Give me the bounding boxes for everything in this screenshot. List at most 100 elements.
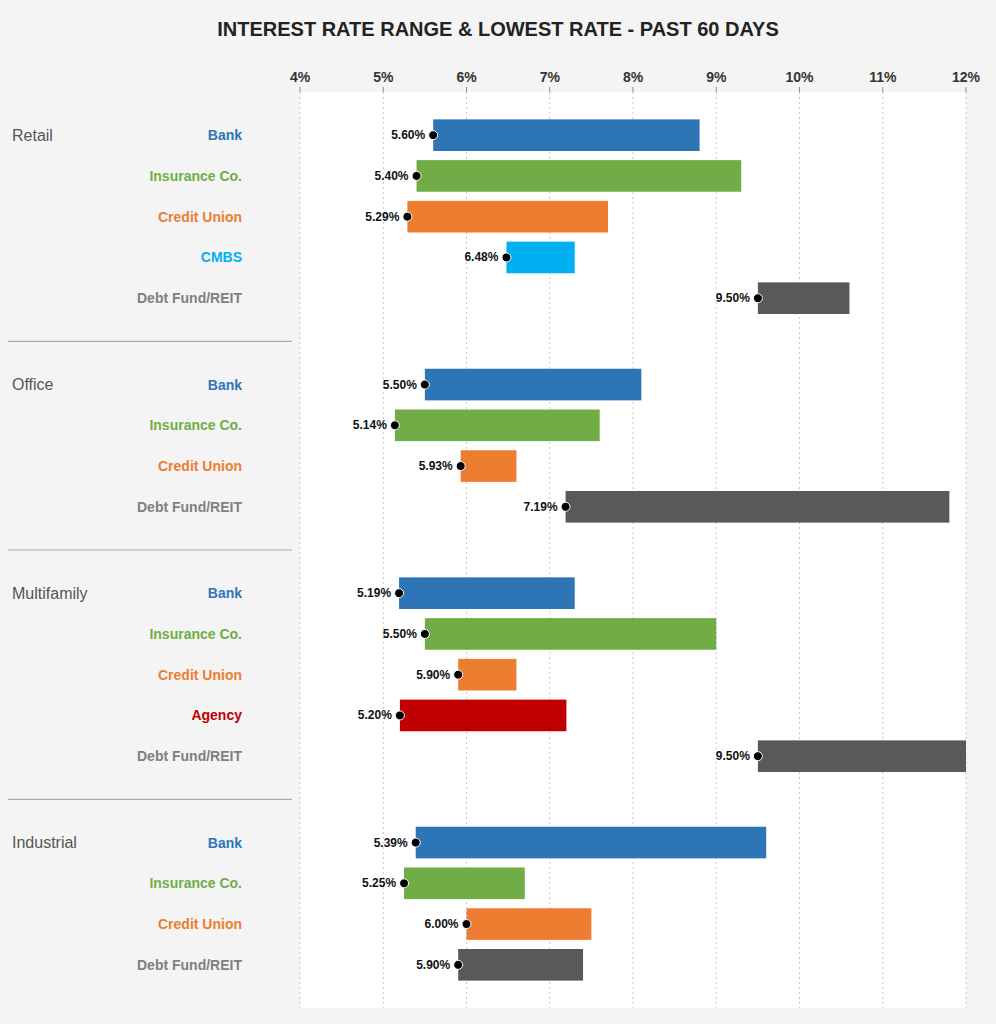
- grid-line: [300, 92, 301, 1008]
- grid-line: [383, 92, 384, 1008]
- category-label: Debt Fund/REIT: [137, 290, 242, 306]
- range-bar: [758, 282, 850, 314]
- lowest-dot: [456, 462, 465, 471]
- category-label: Bank: [208, 127, 242, 143]
- data-label: 5.20%: [358, 708, 392, 722]
- data-label: 5.40%: [375, 169, 409, 183]
- tick-label: 12%: [952, 69, 981, 85]
- range-bar: [461, 450, 517, 482]
- lowest-dot: [502, 253, 511, 262]
- lowest-dot: [420, 380, 429, 389]
- data-label: 5.50%: [383, 627, 417, 641]
- background: [0, 0, 996, 1024]
- data-label: 5.90%: [416, 668, 450, 682]
- category-label: CMBS: [201, 249, 242, 265]
- tick-label: 10%: [785, 69, 814, 85]
- lowest-dot: [429, 131, 438, 140]
- range-bar: [506, 242, 574, 274]
- range-bar: [566, 491, 950, 523]
- data-label: 5.25%: [362, 876, 396, 890]
- data-label: 9.50%: [716, 291, 750, 305]
- data-label: 5.90%: [416, 958, 450, 972]
- lowest-dot: [753, 294, 762, 303]
- data-label: 5.39%: [374, 836, 408, 850]
- tick-mark: [633, 87, 634, 92]
- tick-mark: [466, 87, 467, 92]
- tick-label: 4%: [290, 69, 311, 85]
- x-axis: 4%5%6%7%8%9%10%11%12%: [290, 69, 981, 92]
- grid-line: [716, 92, 717, 1008]
- category-label: Insurance Co.: [149, 168, 242, 184]
- category-label: Bank: [208, 585, 242, 601]
- category-label: Debt Fund/REIT: [137, 957, 242, 973]
- lowest-dot: [411, 838, 420, 847]
- grid: [300, 92, 966, 1008]
- lowest-dot: [403, 212, 412, 221]
- data-label: 5.93%: [419, 459, 453, 473]
- data-label: 6.00%: [424, 917, 458, 931]
- range-bar: [395, 409, 600, 441]
- lowest-dot: [395, 589, 404, 598]
- group-label: Office: [12, 376, 54, 393]
- tick-mark: [383, 87, 384, 92]
- category-label: Agency: [191, 707, 242, 723]
- data-label: 6.48%: [464, 250, 498, 264]
- tick-mark: [716, 87, 717, 92]
- range-bar: [399, 577, 575, 609]
- range-bar: [416, 827, 766, 859]
- tick-label: 5%: [373, 69, 394, 85]
- data-label: 9.50%: [716, 749, 750, 763]
- data-label: 5.29%: [365, 210, 399, 224]
- range-bar: [404, 867, 525, 899]
- range-bar: [425, 618, 716, 650]
- lowest-dot: [454, 670, 463, 679]
- range-bar: [433, 119, 699, 151]
- category-label: Insurance Co.: [149, 626, 242, 642]
- category-label: Credit Union: [158, 667, 242, 683]
- data-label: 5.14%: [353, 418, 387, 432]
- tick-label: 9%: [706, 69, 727, 85]
- tick-mark: [549, 87, 550, 92]
- data-label: 5.19%: [357, 586, 391, 600]
- grid-line: [966, 92, 967, 1008]
- range-bar: [400, 700, 567, 732]
- category-label: Credit Union: [158, 458, 242, 474]
- category-label: Bank: [208, 377, 242, 393]
- lowest-dot: [390, 421, 399, 430]
- group-separator: [8, 799, 292, 800]
- range-bar: [467, 908, 592, 940]
- category-label: Debt Fund/REIT: [137, 499, 242, 515]
- lowest-dot: [462, 920, 471, 929]
- category-label: Insurance Co.: [149, 875, 242, 891]
- tick-mark: [799, 87, 800, 92]
- grid-line: [799, 92, 800, 1008]
- category-label: Credit Union: [158, 209, 242, 225]
- category-label: Debt Fund/REIT: [137, 748, 242, 764]
- lowest-dot: [412, 171, 421, 180]
- title: INTEREST RATE RANGE & LOWEST RATE - PAST…: [217, 18, 779, 40]
- range-bar: [407, 201, 608, 233]
- group-label: Industrial: [12, 834, 77, 851]
- lowest-dot: [753, 752, 762, 761]
- grid-line: [633, 92, 634, 1008]
- lowest-dot: [561, 502, 570, 511]
- group-separator: [8, 549, 292, 550]
- tick-mark: [300, 87, 301, 92]
- lowest-dot: [420, 629, 429, 638]
- range-bar: [758, 740, 966, 772]
- data-label: 5.60%: [391, 128, 425, 142]
- range-bar: [458, 659, 516, 691]
- tick-label: 7%: [540, 69, 561, 85]
- data-label: 7.19%: [524, 500, 558, 514]
- grid-line: [882, 92, 883, 1008]
- chart: INTEREST RATE RANGE & LOWEST RATE - PAST…: [0, 0, 996, 1024]
- category-label: Credit Union: [158, 916, 242, 932]
- tick-label: 8%: [623, 69, 644, 85]
- group-label: Retail: [12, 127, 53, 144]
- range-bar: [417, 160, 742, 192]
- marks: [390, 119, 966, 980]
- group-separator: [8, 341, 292, 342]
- data-label: 5.50%: [383, 378, 417, 392]
- tick-mark: [882, 87, 883, 92]
- tick-label: 11%: [869, 69, 897, 85]
